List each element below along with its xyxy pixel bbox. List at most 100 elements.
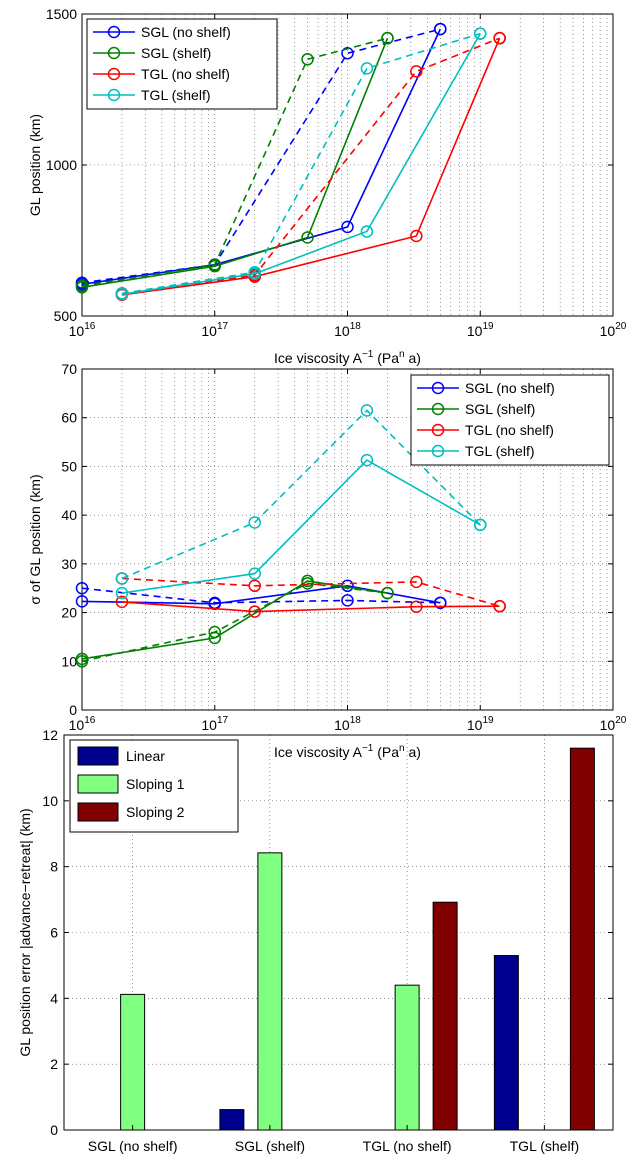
series-line-solid — [121, 459, 481, 594]
y-tick-label: 60 — [61, 410, 77, 426]
data-marker — [410, 575, 423, 589]
legend-label: TGL (no shelf) — [141, 66, 230, 82]
data-marker — [410, 600, 423, 613]
legend-marker — [107, 46, 121, 60]
x-tick-exponent: 19 — [482, 715, 494, 726]
data-marker — [115, 572, 129, 585]
legend-swatch — [77, 746, 119, 766]
data-marker — [248, 267, 261, 280]
y-tick-label: 1000 — [46, 157, 77, 173]
legend-label: SGL (no shelf) — [141, 24, 231, 40]
y-tick-label: 8 — [50, 859, 58, 875]
data-marker — [474, 27, 487, 40]
data-marker — [474, 518, 487, 532]
data-marker — [248, 567, 261, 580]
chart-panel-3: 0 2 4 6 8 10 12 SGL (no shelf) SGL (shelf) TGL (n… — [17, 727, 614, 1154]
x-tick-base: 10 — [467, 717, 483, 733]
data-marker — [434, 22, 447, 36]
x-tick-exponent: 16 — [84, 715, 96, 726]
series-line-solid — [81, 584, 441, 605]
data-marker — [410, 229, 423, 243]
series-line-solid — [81, 580, 388, 660]
data-marker — [208, 631, 221, 645]
legend-marker — [107, 67, 121, 81]
data-marker — [75, 595, 89, 608]
series-line-dashed — [121, 577, 500, 607]
series-line-dashed — [81, 587, 441, 604]
data-marker — [360, 404, 374, 417]
data-marker — [341, 594, 354, 607]
x-tick-label: 1020 — [600, 715, 627, 733]
legend-label: SGL (no shelf) — [465, 380, 555, 396]
legend-marker — [107, 88, 121, 102]
x-tick-base: 10 — [600, 717, 616, 733]
legend-marker — [107, 25, 121, 39]
data-marker — [301, 53, 314, 66]
x-tick-label: 1019 — [467, 715, 494, 733]
y-tick-label: 6 — [50, 925, 58, 941]
y-tick-label: 10 — [42, 793, 58, 809]
x-tick-base: 10 — [334, 717, 350, 733]
x-tick-label: 1020 — [600, 321, 627, 339]
bar — [493, 955, 519, 1131]
series-line-solid — [121, 37, 501, 296]
y-tick-label: 20 — [61, 605, 77, 621]
legend-label: TGL (shelf) — [465, 443, 535, 459]
x-tick-base: 10 — [69, 323, 85, 339]
bar — [257, 852, 283, 1131]
x-tick-label: 1017 — [201, 321, 228, 339]
x-tick-label: 1016 — [69, 715, 96, 733]
data-marker — [341, 47, 354, 60]
x-axis-label: Ice viscosity A−1 (Pan a) — [274, 743, 421, 760]
x-tick-label: 1018 — [334, 715, 361, 733]
data-marker — [248, 605, 261, 618]
x-tick-exponent: 17 — [217, 715, 229, 726]
y-tick-label: 0 — [69, 702, 77, 718]
data-marker — [75, 652, 89, 666]
x-tick-base: 10 — [69, 717, 85, 733]
series-line-dashed — [121, 409, 481, 580]
data-marker — [493, 31, 506, 45]
series-line-dashed — [81, 28, 441, 284]
data-marker — [434, 596, 447, 610]
legend-label: Sloping 1 — [126, 776, 185, 792]
data-marker — [115, 288, 129, 301]
x-tick-label: TGL (no shelf) — [363, 1138, 452, 1154]
data-marker — [115, 595, 129, 609]
legend-label: TGL (shelf) — [141, 87, 211, 103]
legend-marker — [431, 444, 445, 458]
y-axis-label: σ of GL position (km) — [27, 474, 43, 604]
bar — [569, 747, 595, 1131]
x-tick-base: 10 — [201, 717, 217, 733]
x-tick-label: SGL (no shelf) — [88, 1138, 178, 1154]
bar — [394, 984, 420, 1131]
x-tick-label: TGL (shelf) — [510, 1138, 580, 1154]
y-tick-label: 500 — [54, 308, 78, 324]
data-marker — [75, 581, 89, 595]
data-marker — [75, 281, 89, 294]
data-marker — [381, 31, 394, 45]
x-tick-exponent: 19 — [482, 321, 494, 332]
y-tick-label: 12 — [42, 727, 58, 743]
series-line-solid — [121, 601, 500, 613]
y-tick-label: 2 — [50, 1056, 58, 1072]
series-line-dashed — [81, 582, 388, 663]
y-tick-label: 30 — [61, 556, 77, 572]
data-marker — [248, 579, 261, 593]
bar — [120, 993, 146, 1131]
legend-swatch — [77, 802, 119, 822]
y-axis-label: GL position (km) — [27, 114, 43, 216]
x-tick-label: 1018 — [334, 321, 361, 339]
bar — [432, 901, 458, 1131]
y-tick-label: 40 — [61, 507, 77, 523]
x-tick-base: 10 — [201, 323, 217, 339]
y-tick-label: 50 — [61, 458, 77, 474]
x-tick-label: 1017 — [201, 715, 228, 733]
data-marker — [301, 574, 314, 588]
legend-label: SGL (shelf) — [141, 45, 211, 61]
x-tick-label: 1019 — [467, 321, 494, 339]
data-marker — [493, 599, 506, 613]
